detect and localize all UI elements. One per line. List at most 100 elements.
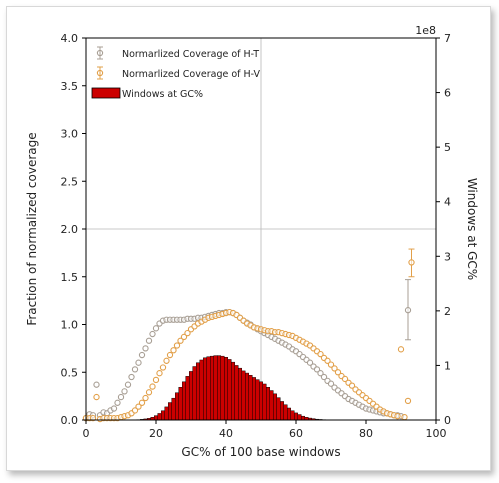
windows-bar — [182, 381, 186, 421]
hv-point — [89, 414, 97, 422]
legend-windows-swatch — [91, 87, 121, 99]
legend-entry-ht: Normarlized Coverage of H-T — [96, 46, 259, 60]
x-tick-label: 20 — [149, 427, 163, 440]
windows-bar — [241, 370, 246, 421]
windows-bar — [220, 355, 225, 421]
windows-bar — [164, 406, 169, 421]
ht-point — [320, 373, 328, 381]
windows-bar — [175, 392, 179, 421]
y-right-tick-label: 4 — [444, 196, 451, 209]
hv-point — [394, 413, 401, 420]
ht-point — [135, 359, 142, 366]
hv-point — [163, 357, 170, 364]
hv-point — [156, 370, 163, 377]
windows-bar — [227, 359, 232, 421]
hv-point — [327, 361, 335, 368]
windows-bar — [196, 362, 200, 421]
windows-bar — [199, 359, 204, 421]
windows-bar — [266, 387, 270, 421]
ht-point — [138, 351, 146, 359]
ht-point — [128, 373, 135, 381]
y-left-tick-label: 4.0 — [61, 32, 79, 45]
y-axis-label-left: Fraction of normalized coverage — [25, 132, 39, 325]
y-right-tick-label: 1 — [444, 359, 451, 372]
y-left-tick-label: 0.5 — [61, 366, 79, 379]
windows-bar — [280, 401, 284, 421]
y-axis-label-right: Windows at GC% — [465, 178, 479, 280]
hv-point — [408, 259, 415, 266]
hv-point — [404, 397, 412, 405]
ht-point — [110, 405, 118, 412]
legend-hv-label: Normarlized Coverage of H-V — [122, 69, 261, 80]
windows-bar — [290, 410, 295, 421]
hv-point — [173, 342, 181, 349]
legend-windows-label: Windows at GC% — [122, 89, 203, 100]
y-left-tick-label: 1.5 — [61, 271, 79, 284]
right-axis-multiplier: 1e8 — [415, 24, 436, 37]
windows-bar — [168, 402, 172, 421]
hv-point — [138, 399, 146, 406]
ht-point — [93, 381, 100, 388]
ht-point — [149, 330, 156, 338]
y-right-tick-label: 6 — [444, 87, 451, 100]
windows-bar — [259, 381, 263, 421]
windows-bar — [252, 377, 256, 421]
axes: 0 20 40 60 80 100 0.0 0.5 1.0 1.5 2.0 2.5 3.0 3.5 4.0 0… — [61, 32, 452, 440]
x-tick-label: 0 — [83, 427, 90, 440]
y-left-tick-label: 1.0 — [61, 319, 79, 332]
ht-point — [327, 380, 335, 387]
y-right-tick-label: 7 — [444, 32, 451, 45]
hv-point — [324, 357, 331, 364]
legend-ht-label: Normarlized Coverage of H-T — [122, 49, 259, 60]
windows-bar — [203, 357, 207, 421]
hv-coverage-markers — [82, 248, 415, 423]
hv-point — [397, 346, 405, 353]
windows-bar — [189, 371, 193, 421]
legend-ht-marker — [96, 49, 104, 57]
windows-bar — [171, 397, 176, 421]
hv-point — [184, 329, 191, 337]
x-tick-label: 80 — [359, 427, 373, 440]
y-right-tick-label: 3 — [444, 250, 451, 263]
windows-bar — [178, 387, 183, 421]
legend-entry-hv: Normarlized Coverage of H-V — [96, 66, 261, 80]
hv-point — [170, 347, 177, 354]
windows-bar — [297, 414, 302, 421]
ht-point — [131, 366, 139, 373]
windows-bar — [161, 410, 165, 421]
y-left-tick-label: 2.5 — [61, 175, 79, 188]
windows-bar — [192, 366, 197, 421]
legend: Normarlized Coverage of H-T Normarlized … — [91, 46, 261, 100]
windows-bar — [224, 357, 228, 421]
windows-bar — [185, 376, 190, 421]
ht-point — [404, 307, 412, 314]
windows-bar — [262, 383, 267, 421]
windows-bar — [213, 355, 218, 421]
hv-point — [159, 364, 167, 371]
windows-bar — [217, 355, 221, 421]
windows-bar — [238, 367, 242, 421]
windows-bar — [294, 412, 298, 421]
hv-point — [135, 403, 142, 410]
ht-point — [114, 399, 121, 406]
windows-bar — [206, 356, 211, 421]
hv-point — [131, 407, 139, 414]
x-axis-label: GC% of 100 base windows — [181, 445, 340, 459]
legend-entry-windows: Windows at GC% — [91, 87, 203, 100]
y-right-tick-label: 2 — [444, 305, 451, 318]
hv-point — [334, 369, 342, 376]
ht-point — [124, 381, 132, 388]
hv-point — [145, 389, 153, 396]
windows-bar — [210, 355, 214, 421]
ht-point — [317, 370, 324, 377]
reference-lines — [86, 38, 436, 420]
y-left-tick-label: 3.5 — [61, 80, 79, 93]
ht-point — [145, 337, 153, 344]
windows-bar — [301, 415, 305, 421]
y-left-tick-label: 3.0 — [61, 128, 79, 141]
x-tick-label: 100 — [426, 427, 447, 440]
windows-bar — [248, 375, 253, 421]
hv-point — [93, 393, 100, 401]
hv-point — [149, 383, 156, 390]
